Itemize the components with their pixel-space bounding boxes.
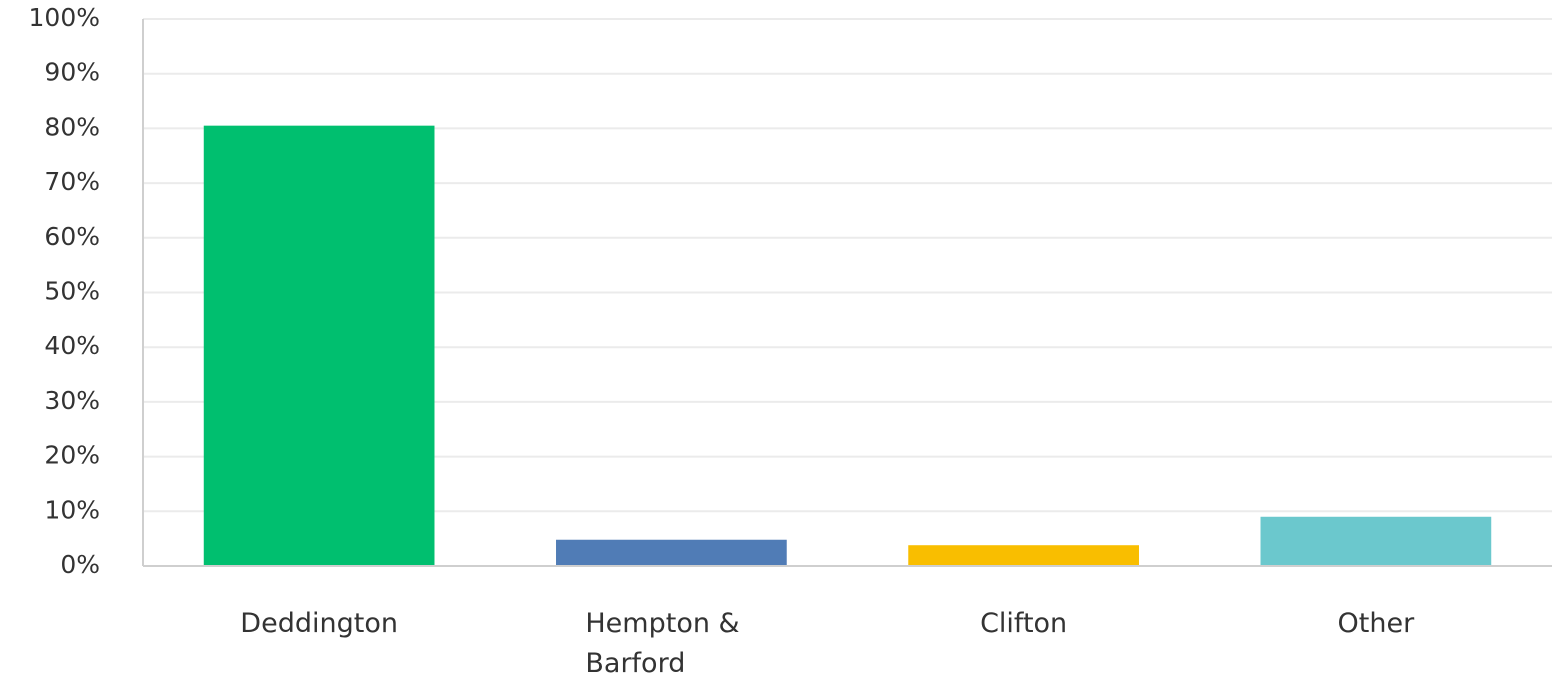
x-category-label: Hempton & Barford xyxy=(585,608,739,679)
x-category-label-line: Hempton & xyxy=(585,608,739,639)
y-tick-label: 60% xyxy=(44,222,100,251)
axes xyxy=(142,19,1552,567)
bar xyxy=(556,539,787,566)
bars xyxy=(203,125,1492,566)
y-tick-label: 90% xyxy=(44,58,100,87)
bar xyxy=(203,125,435,566)
y-tick-label: 70% xyxy=(44,167,100,196)
y-tick-label: 80% xyxy=(44,112,100,141)
y-tick-label: 100% xyxy=(29,3,100,32)
bar xyxy=(908,545,1139,566)
y-axis-tick-labels: 0% 10% 20% 30% 40% 50% 60% 70% 80% 90% 100% xyxy=(29,3,100,579)
bar xyxy=(1260,516,1492,566)
y-tick-label: 40% xyxy=(44,331,100,360)
y-tick-label: 30% xyxy=(44,386,100,415)
x-category-label-line: Barford xyxy=(585,648,685,679)
x-category-label: Deddington xyxy=(240,608,398,639)
y-tick-label: 20% xyxy=(44,441,100,470)
x-category-label: Clifton xyxy=(980,608,1067,639)
y-tick-label: 0% xyxy=(60,550,100,579)
x-category-label: Other xyxy=(1338,608,1416,639)
y-tick-label: 50% xyxy=(44,277,100,306)
y-tick-label: 10% xyxy=(44,495,100,524)
x-axis-category-labels: Deddington Hempton & Barford Clifton Other xyxy=(240,608,1415,679)
